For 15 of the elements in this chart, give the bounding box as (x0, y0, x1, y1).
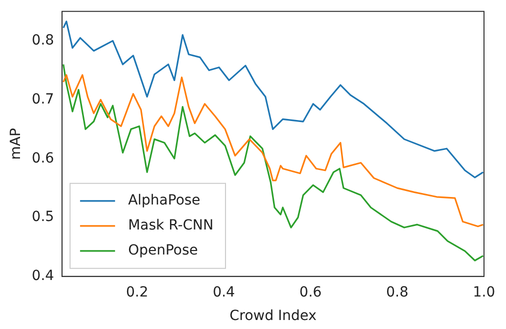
y-tick-label: 0.8 (32, 32, 54, 48)
legend-label: OpenPose (128, 242, 198, 259)
legend-label: Mask R-CNN (128, 218, 214, 234)
x-tick-label: 0.4 (212, 284, 236, 300)
x-axis-title: Crowd Index (229, 308, 317, 324)
x-tick-label: 1.0 (472, 284, 496, 300)
y-tick-label: 0.5 (32, 209, 54, 226)
y-tick-label: 0.4 (32, 268, 54, 284)
y-tick-label: 0.7 (32, 91, 54, 108)
x-tick-label: 0.6 (299, 284, 322, 300)
x-tick-label: 0.2 (126, 284, 148, 300)
legend-label: AlphaPose (128, 192, 200, 209)
y-axis-title: mAP (8, 128, 24, 160)
y-tick-label: 0.6 (32, 150, 54, 166)
x-tick-label: 0.8 (386, 284, 408, 300)
